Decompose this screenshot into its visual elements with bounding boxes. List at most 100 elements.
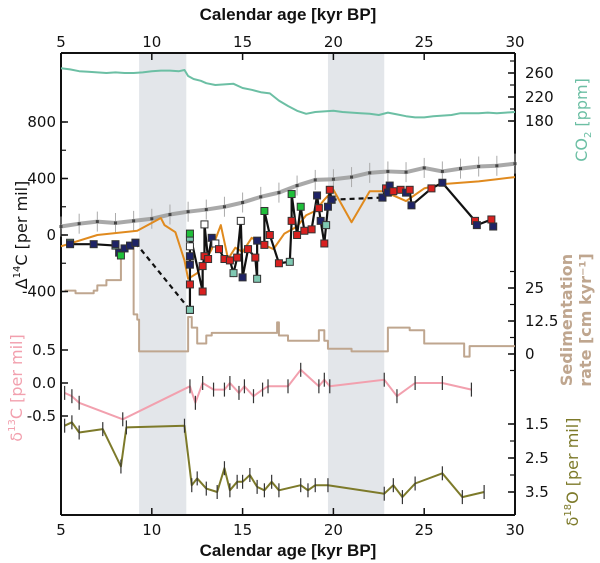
d14c-tick-label: -400 [22, 283, 56, 301]
data-point-marker [260, 206, 269, 215]
co2-tick-label: 180 [525, 112, 554, 130]
x-tick-label-top: 10 [142, 33, 161, 51]
d14c-tick-label: 400 [27, 170, 56, 188]
gray-record-point [241, 201, 245, 205]
data-point-marker [405, 185, 414, 194]
data-point-marker [296, 202, 305, 211]
shaded-interval-0 [139, 53, 187, 515]
data-point-marker [307, 225, 316, 234]
data-point-marker [327, 195, 336, 204]
d13c-axis-title-sup: 13 [7, 419, 18, 432]
x-tick-label-bottom: 30 [505, 521, 524, 539]
data-point-marker [320, 239, 329, 248]
d18o-tick-label: 1.5 [525, 415, 549, 433]
gray-record-point [422, 166, 426, 170]
gray-record-point [495, 164, 499, 168]
d13c-tick-label: 0.0 [32, 374, 56, 392]
co2-axis-title: CO2 [ppm] [572, 78, 594, 162]
shaded-interval-1 [327, 53, 385, 515]
gray-record-point [440, 169, 444, 173]
data-point-marker [293, 231, 302, 239]
data-point-marker [185, 229, 194, 238]
d13c-tick-label: 0.5 [32, 341, 56, 359]
data-point-marker [214, 245, 223, 254]
series-line-1 [60, 161, 516, 229]
gray-record-point [331, 177, 335, 181]
data-point-marker [236, 216, 245, 225]
x-tick-label-top: 20 [324, 33, 343, 51]
data-point-marker [185, 260, 194, 269]
x-tick-label-bottom: 15 [233, 521, 252, 539]
d18o-tick-label: 2.5 [525, 449, 549, 467]
d14c-axis-title-sup: 14 [12, 266, 23, 279]
marker-series-line-2 [188, 189, 333, 310]
sedimentation-axis-title-line2: rate [cm kyr⁻¹] [576, 253, 595, 387]
marker-layer [66, 178, 498, 314]
data-point-marker [314, 204, 323, 213]
d13c-axis-title-main: δ [7, 432, 26, 442]
d18o-axis-title: δ18O [per mil] [563, 418, 582, 527]
data-point-marker [287, 190, 296, 199]
data-point-marker [489, 222, 498, 231]
d14c-axis-title-main: Δ [12, 278, 31, 289]
data-point-marker [253, 236, 262, 245]
series-line-0 [60, 67, 516, 119]
gray-record-point [368, 171, 372, 175]
gray-record-point [313, 178, 317, 182]
data-point-marker [285, 257, 294, 266]
gray-record-point [150, 217, 154, 221]
data-point-marker [116, 251, 125, 260]
plot-frame [60, 52, 516, 516]
gray-record-point [95, 220, 99, 224]
series-layer [59, 67, 517, 505]
data-point-marker [323, 202, 332, 211]
sedimentation-tick-label: 12.5 [525, 312, 558, 330]
data-point-marker [487, 215, 496, 224]
gray-record-point [295, 184, 299, 188]
d13c-axis-title-rest: C [per mil] [7, 334, 26, 419]
x-axis-title-top: Calendar age [kyr BP] [200, 5, 377, 24]
sedimentation-tick-label: 0 [525, 345, 535, 363]
data-point-marker [185, 252, 194, 261]
data-point-marker [89, 240, 98, 249]
data-point-marker [111, 240, 120, 249]
x-tick-label-top: 30 [505, 33, 524, 51]
d14c-tick-label: 800 [27, 113, 56, 131]
gray-record-point [186, 210, 190, 214]
gray-record-point [350, 175, 354, 179]
data-point-marker [233, 253, 242, 262]
data-point-marker [253, 274, 262, 283]
gray-record-point [132, 219, 136, 223]
d18o-axis-title-rest: O [per mil] [563, 418, 582, 504]
co2-axis-title-sub: 2 [583, 132, 594, 138]
data-point-marker [265, 231, 274, 239]
data-point-marker [185, 242, 194, 251]
sedimentation-axis-title-line1: Sedimentation [557, 254, 576, 386]
x-tick-label-top: 25 [415, 33, 434, 51]
data-point-marker [378, 193, 387, 202]
data-point-marker [131, 238, 140, 247]
data-point-marker [389, 187, 398, 196]
data-point-marker [229, 269, 238, 278]
data-point-marker [427, 184, 436, 193]
d14c-tick-label: 0 [46, 226, 56, 244]
data-point-marker [66, 240, 75, 249]
data-point-marker [204, 255, 213, 264]
data-point-marker [313, 191, 322, 200]
gray-record-point [477, 164, 481, 168]
shaded-intervals [139, 53, 385, 515]
series-line-4 [64, 368, 472, 421]
x-tick-label-top: 5 [56, 33, 66, 51]
co2-tick-label: 220 [525, 88, 554, 106]
d18o-axis-title-main: δ [563, 517, 582, 527]
d18o-axis-title-sup: 18 [563, 504, 574, 517]
d18o-tick-label: 3.5 [525, 483, 549, 501]
data-point-marker [316, 216, 325, 225]
gray-record-point [386, 169, 390, 173]
d14c-axis-title-rest: C [per mil] [12, 181, 31, 266]
gray-record-point [59, 225, 63, 229]
data-point-marker [438, 178, 447, 187]
co2-axis-title-rest: [ppm] [572, 78, 591, 131]
x-axis-title-bottom: Calendar age [kyr BP] [200, 541, 377, 560]
data-point-marker [325, 185, 334, 194]
